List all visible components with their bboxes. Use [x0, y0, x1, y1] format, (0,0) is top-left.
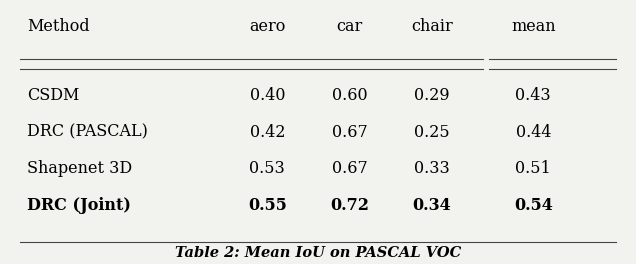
Text: 0.53: 0.53: [249, 160, 285, 177]
Text: mean: mean: [511, 18, 556, 35]
Text: 0.40: 0.40: [249, 87, 285, 104]
Text: DRC (Joint): DRC (Joint): [27, 197, 130, 214]
Text: 0.44: 0.44: [516, 124, 551, 140]
Text: Table 2: Mean IoU on PASCAL VOC: Table 2: Mean IoU on PASCAL VOC: [175, 246, 461, 260]
Text: DRC (PASCAL): DRC (PASCAL): [27, 124, 148, 140]
Text: 0.43: 0.43: [516, 87, 551, 104]
Text: Method: Method: [27, 18, 89, 35]
Text: 0.51: 0.51: [515, 160, 551, 177]
Text: 0.55: 0.55: [248, 197, 287, 214]
Text: 0.54: 0.54: [514, 197, 553, 214]
Text: 0.25: 0.25: [414, 124, 450, 140]
Text: 0.42: 0.42: [249, 124, 285, 140]
Text: 0.67: 0.67: [332, 160, 368, 177]
Text: CSDM: CSDM: [27, 87, 79, 104]
Text: 0.29: 0.29: [414, 87, 450, 104]
Text: aero: aero: [249, 18, 286, 35]
Text: 0.34: 0.34: [413, 197, 452, 214]
Text: 0.72: 0.72: [330, 197, 369, 214]
Text: 0.33: 0.33: [414, 160, 450, 177]
Text: car: car: [336, 18, 363, 35]
Text: Shapenet 3D: Shapenet 3D: [27, 160, 132, 177]
Text: 0.60: 0.60: [332, 87, 368, 104]
Text: chair: chair: [411, 18, 453, 35]
Text: 0.67: 0.67: [332, 124, 368, 140]
